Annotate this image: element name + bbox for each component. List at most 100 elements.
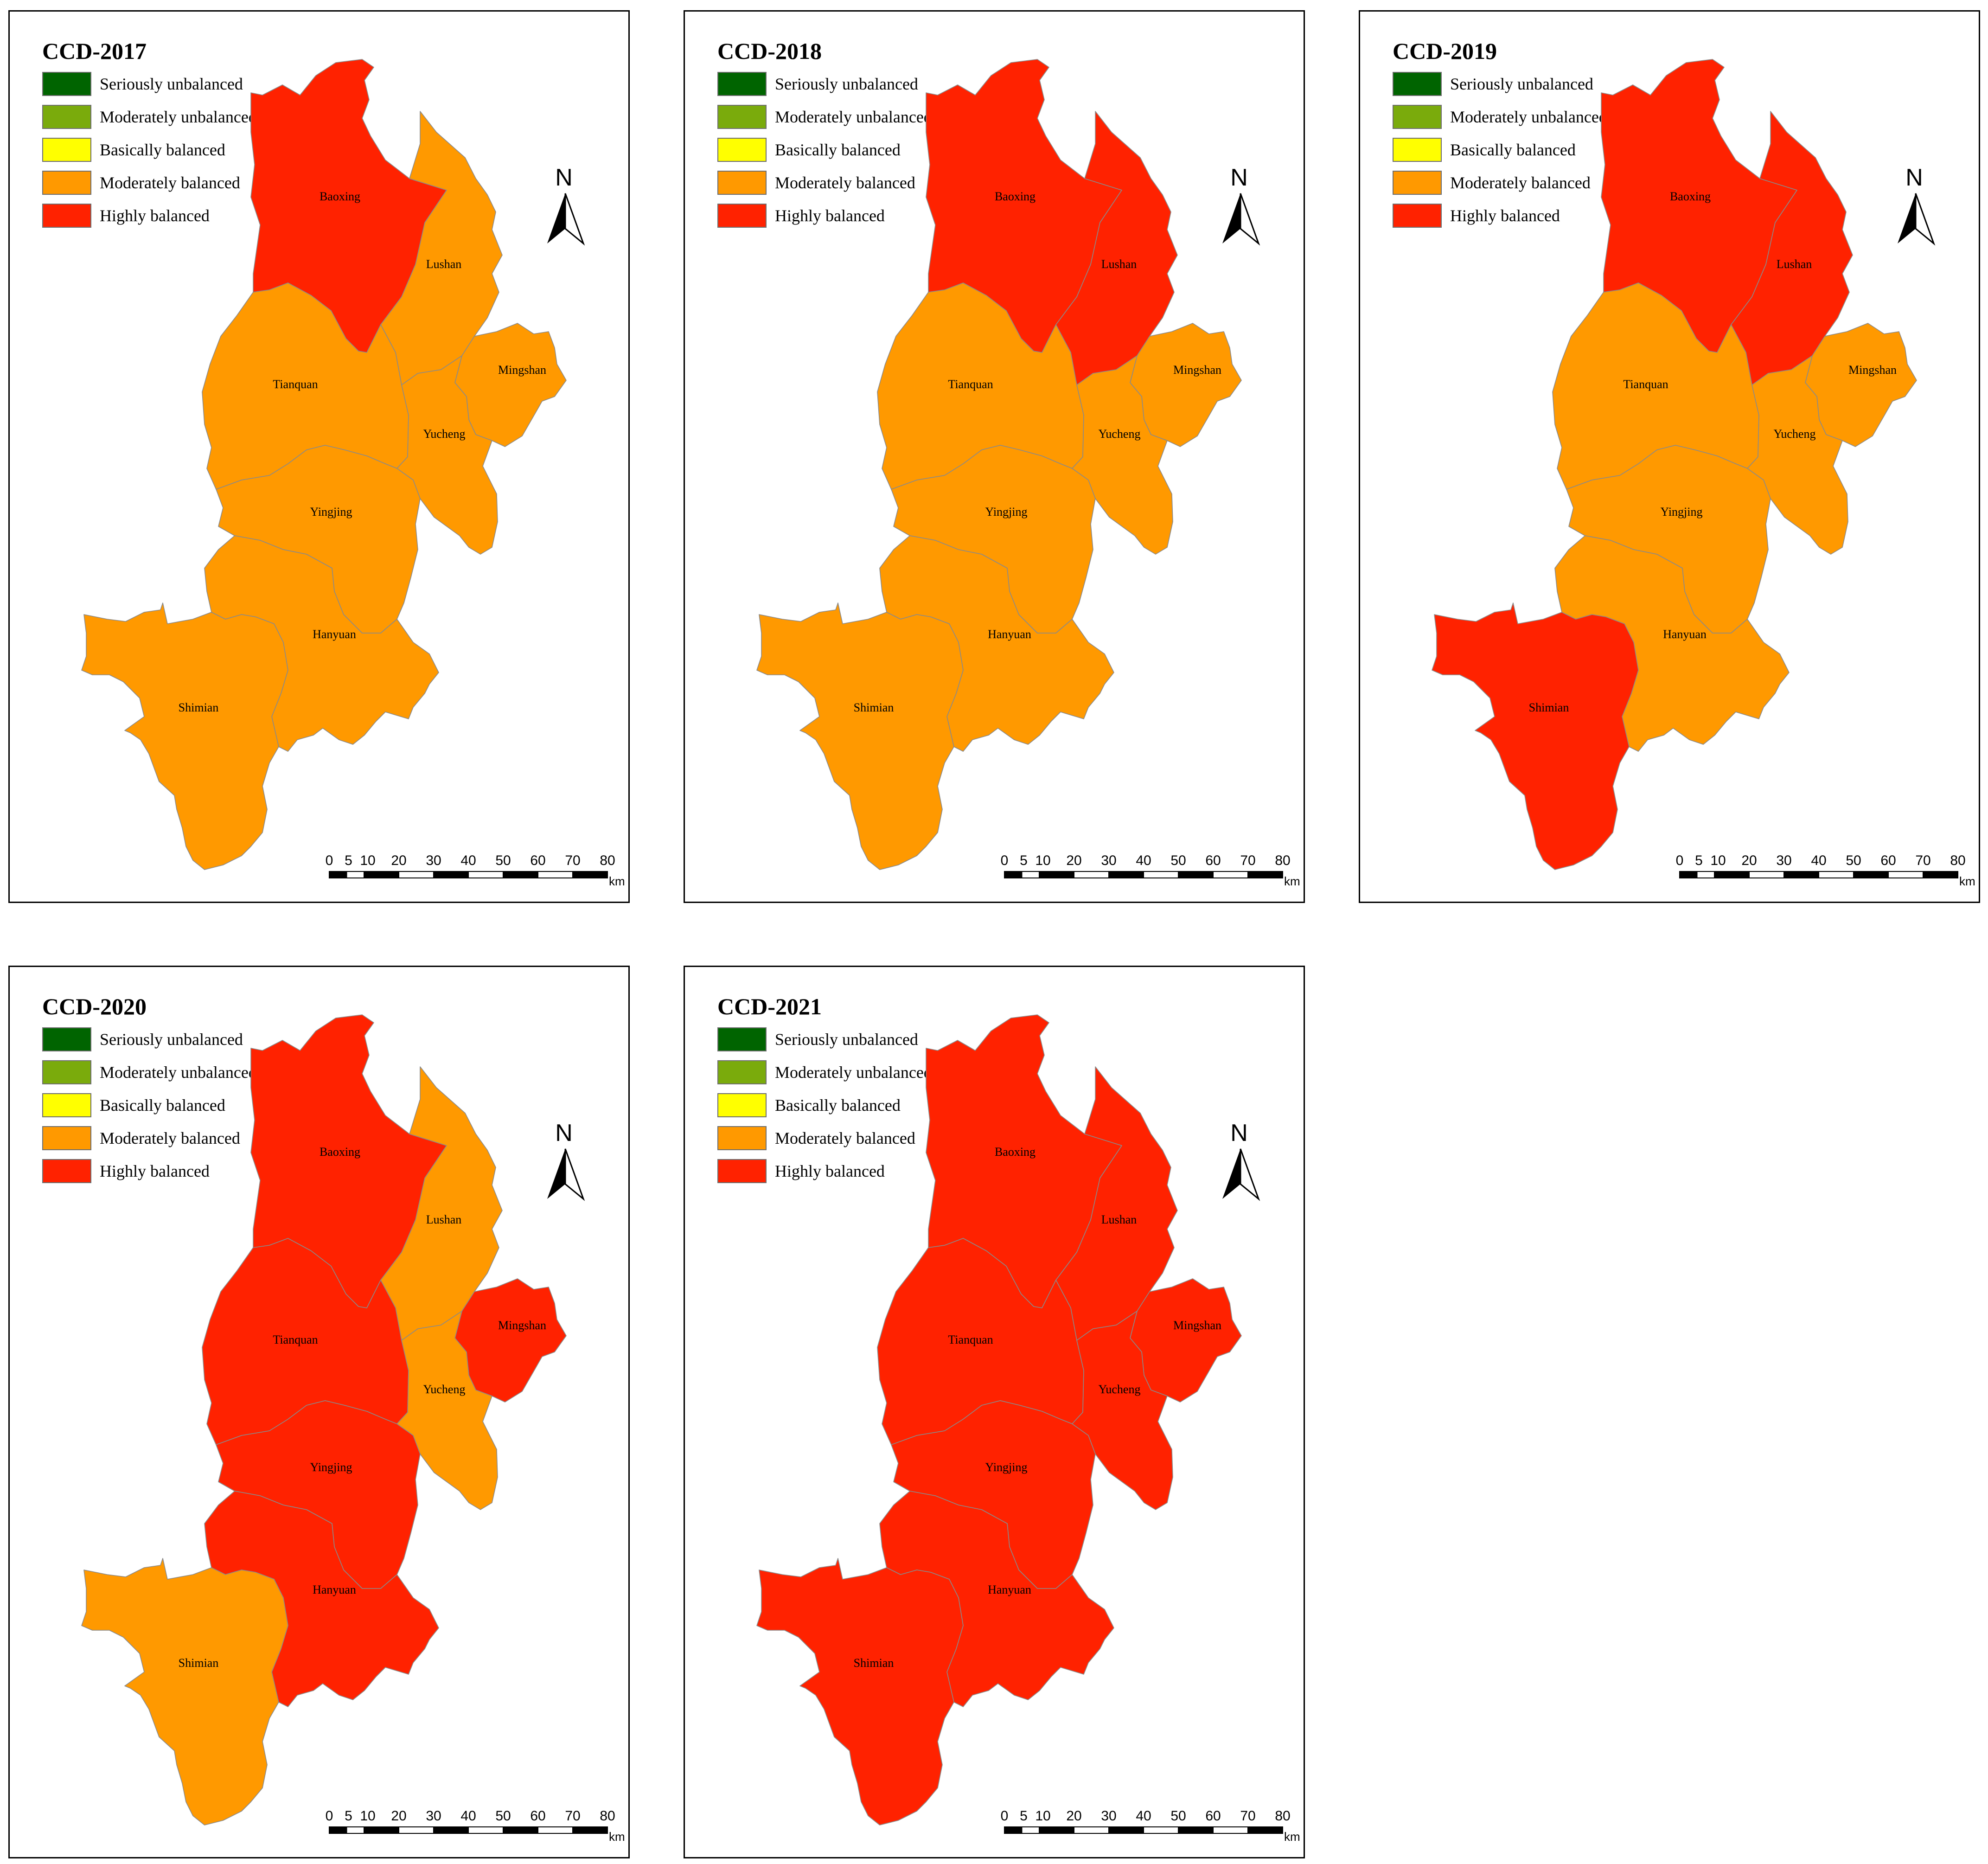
north-letter: N	[1230, 164, 1248, 191]
scale-tick-label: 50	[495, 853, 511, 868]
scale-tick-label: 80	[600, 853, 615, 868]
scale-tick-label: 40	[1136, 853, 1151, 868]
scale-tick-label: 70	[565, 853, 580, 868]
scale-tick-label: 50	[1170, 853, 1186, 868]
county-labels: Baoxing Lushan Mingshan Tianquan Yucheng Ying…	[854, 190, 1221, 714]
scale-tick-label: 30	[1776, 853, 1791, 868]
legend-label: Highly balanced	[100, 1162, 210, 1180]
scale-tick-label: 20	[391, 1808, 406, 1824]
legend-swatch	[717, 1027, 767, 1051]
north-letter: N	[1905, 164, 1923, 191]
choropleth-map: Baoxing Lushan Mingshan Tianquan Yucheng Ying…	[1432, 59, 1975, 888]
north-letter: N	[555, 1120, 573, 1147]
scale-tick-label: 70	[1240, 1808, 1255, 1824]
scale-bar-segment	[1178, 871, 1214, 878]
legend-label: Highly balanced	[775, 206, 885, 225]
scale-bar-segment	[1021, 871, 1040, 878]
north-arrow-right-half	[564, 1148, 585, 1201]
county-label-shimian: Shimian	[854, 1656, 894, 1670]
county-label-yucheng: Yucheng	[423, 1383, 466, 1396]
legend-label: Moderately balanced	[100, 173, 240, 192]
county-label-lushan: Lushan	[1101, 1213, 1137, 1226]
map-panel-ccd-2021: CCD-2021 Seriously unbalanced Moderately…	[684, 966, 1305, 1858]
legend-swatch	[717, 1093, 767, 1117]
map-title: CCD-2017	[42, 38, 147, 64]
county-region-shimian	[756, 602, 964, 870]
legend-label: Moderately balanced	[775, 173, 915, 192]
scale-bar-segment	[1853, 871, 1889, 878]
legend-label: Basically balanced	[100, 1096, 225, 1115]
scale-tick-label: 5	[345, 1808, 352, 1824]
scale-bar-segment	[1039, 1826, 1074, 1834]
north-arrow-right-half	[1915, 193, 1936, 246]
scale-bar-segment	[1213, 871, 1248, 878]
scale-bar-segment	[1749, 871, 1784, 878]
county-label-yingjing: Yingjing	[310, 1460, 352, 1474]
north-arrow-left-half	[547, 1149, 565, 1199]
scale-bar-segment	[1213, 1826, 1248, 1834]
choropleth-map: Baoxing Lushan Mingshan Tianquan Yucheng Ying…	[756, 59, 1300, 888]
legend-swatch	[1393, 105, 1442, 129]
scale-bar: 0 5 10 20 30 40 50 60 70 80 km	[1001, 1808, 1300, 1844]
legend-label: Highly balanced	[775, 1162, 885, 1180]
county-label-hanyuan: Hanyuan	[988, 1583, 1031, 1596]
scale-tick-label: 10	[1035, 853, 1050, 868]
legend-label: Moderately balanced	[100, 1129, 240, 1147]
scale-tick-label: 50	[1846, 853, 1861, 868]
county-regions	[756, 59, 1242, 870]
map-panel-ccd-2018: CCD-2018 Seriously unbalanced Moderately…	[684, 10, 1305, 903]
county-label-lushan: Lushan	[1777, 257, 1812, 271]
scale-tick-label: 60	[1205, 1808, 1221, 1824]
scale-bar-segment	[329, 1826, 347, 1834]
choropleth-map: Baoxing Lushan Mingshan Tianquan Yucheng Ying…	[81, 1014, 625, 1844]
scale-bar-segment	[1143, 871, 1179, 878]
scale-tick-label: 40	[460, 853, 476, 868]
north-letter: N	[555, 164, 573, 191]
scale-tick-label: 10	[360, 853, 375, 868]
county-label-mingshan: Mingshan	[498, 1319, 546, 1332]
scale-bar-segment	[1108, 871, 1144, 878]
scale-bar-segment	[1004, 1826, 1023, 1834]
scale-bar-segment	[1818, 871, 1854, 878]
legend-label: Moderately unbalanced	[1450, 108, 1607, 126]
county-label-hanyuan: Hanyuan	[1663, 628, 1707, 641]
choropleth-map: Baoxing Lushan Mingshan Tianquan Yucheng Ying…	[81, 59, 625, 888]
legend-label: Highly balanced	[1450, 206, 1560, 225]
map-panel-ccd-2017: CCD-2017 Seriously unbalanced Moderately…	[8, 10, 630, 903]
scale-tick-label: 30	[426, 1808, 441, 1824]
scale-tick-label: 10	[1710, 853, 1726, 868]
legend-swatch	[1393, 171, 1442, 195]
scale-tick-label: 5	[1020, 853, 1028, 868]
county-region-shimian	[1432, 602, 1639, 870]
county-label-lushan: Lushan	[426, 1213, 462, 1226]
scale-tick-label: 40	[1136, 1808, 1151, 1824]
legend-swatch	[42, 1126, 91, 1150]
scale-bar-segment	[329, 871, 347, 878]
scale-bar-segment	[1714, 871, 1750, 878]
north-arrow-right-half	[1240, 1148, 1260, 1201]
county-label-tianquan: Tianquan	[948, 1333, 993, 1346]
scale-tick-label: 50	[1170, 1808, 1186, 1824]
north-arrow: N	[1898, 164, 1936, 246]
map-panel-ccd-2019: CCD-2019 Seriously unbalanced Moderately…	[1359, 10, 1980, 903]
scale-tick-label: 0	[326, 853, 333, 868]
scale-bar: 0 5 10 20 30 40 50 60 70 80 km	[1001, 853, 1300, 888]
county-label-tianquan: Tianquan	[273, 378, 318, 391]
county-labels: Baoxing Lushan Mingshan Tianquan Yucheng Ying…	[179, 1145, 546, 1670]
scale-tick-label: 40	[460, 1808, 476, 1824]
scale-bar-segment	[503, 871, 538, 878]
county-label-shimian: Shimian	[1529, 701, 1569, 714]
scale-bar-segment	[1004, 871, 1023, 878]
scale-tick-label: 20	[1066, 1808, 1081, 1824]
scale-bar-segment	[433, 871, 469, 878]
scale-tick-label: 30	[1101, 1808, 1116, 1824]
scale-tick-label: 0	[1001, 1808, 1009, 1824]
legend-label: Moderately unbalanced	[100, 1063, 257, 1082]
legend-swatch	[42, 138, 91, 162]
scale-bar-segment	[398, 871, 434, 878]
scale-bar-segment	[398, 1826, 434, 1834]
county-label-yingjing: Yingjing	[985, 1460, 1027, 1474]
scale-tick-label: 80	[1275, 853, 1290, 868]
north-arrow: N	[1222, 164, 1260, 246]
legend-label: Seriously unbalanced	[1450, 75, 1593, 93]
